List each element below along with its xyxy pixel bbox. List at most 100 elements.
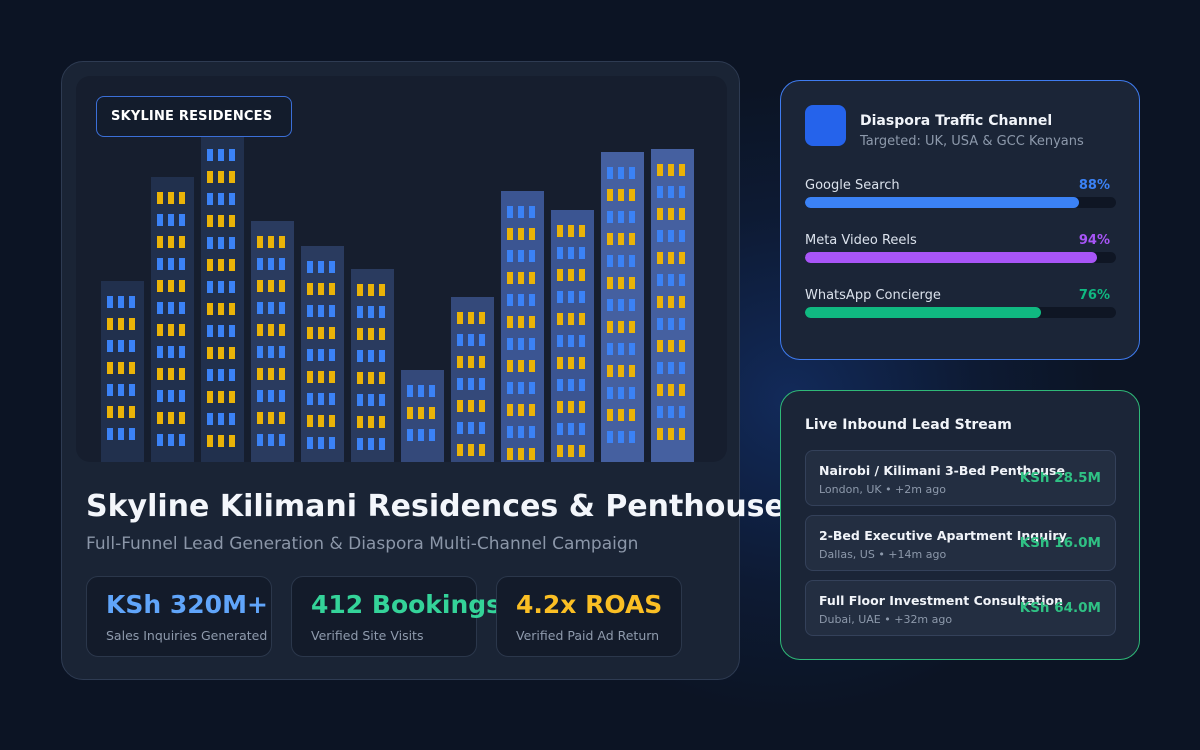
building-window <box>218 259 224 271</box>
building-window <box>529 404 535 416</box>
building-window <box>518 294 524 306</box>
building-window <box>407 407 413 419</box>
channel-percent: 76% <box>1078 288 1110 303</box>
building-window <box>579 269 585 281</box>
building-window <box>118 362 124 374</box>
building-window <box>307 415 313 427</box>
building-window <box>168 302 174 314</box>
building-window <box>629 255 635 267</box>
building-window <box>668 208 674 220</box>
progress-track <box>805 197 1116 208</box>
building-window <box>157 236 163 248</box>
building-window <box>668 384 674 396</box>
building-window <box>268 258 274 270</box>
building-window <box>257 434 263 446</box>
building-window <box>268 236 274 248</box>
building-window <box>157 368 163 380</box>
building-window <box>329 349 335 361</box>
building-window <box>557 357 563 369</box>
stat-value: 4.2x ROAS <box>516 590 663 619</box>
building-window <box>618 431 624 443</box>
building-window <box>329 437 335 449</box>
building-window <box>179 412 185 424</box>
building-window <box>179 302 185 314</box>
building-window <box>557 379 563 391</box>
building-window <box>229 347 235 359</box>
building-window <box>579 291 585 303</box>
building-window <box>368 394 374 406</box>
building-window <box>557 335 563 347</box>
lead-item[interactable]: Nairobi / Kilimani 3-Bed Penthouse Londo… <box>805 450 1116 506</box>
building-window <box>229 215 235 227</box>
building-window <box>329 261 335 273</box>
building-window <box>229 193 235 205</box>
building-window <box>329 305 335 317</box>
building-window <box>629 387 635 399</box>
building-window <box>279 368 285 380</box>
building-window <box>229 237 235 249</box>
stat-caption: Sales Inquiries Generated <box>106 628 268 643</box>
building-window <box>379 416 385 428</box>
building-window <box>318 415 324 427</box>
building-window <box>557 445 563 457</box>
building-window <box>629 321 635 333</box>
building-window <box>157 258 163 270</box>
building-window <box>679 384 685 396</box>
building-window <box>579 225 585 237</box>
building-window <box>229 171 235 183</box>
building-window <box>257 346 263 358</box>
building-window <box>507 404 513 416</box>
building-window <box>107 318 113 330</box>
building-window <box>257 324 263 336</box>
building-window <box>618 211 624 223</box>
building-window <box>518 382 524 394</box>
building-window <box>379 306 385 318</box>
lead-name: 2-Bed Executive Apartment Inquiry <box>819 528 1067 543</box>
building-window <box>579 401 585 413</box>
traffic-subtitle: Targeted: UK, USA & GCC Kenyans <box>860 134 1084 149</box>
building-window <box>368 284 374 296</box>
building-window <box>507 206 513 218</box>
property-card: SKYLINE RESIDENCES Skyline Kilimani Resi… <box>61 61 803 680</box>
building-window <box>379 372 385 384</box>
building-window <box>107 428 113 440</box>
building-window <box>618 167 624 179</box>
building-window <box>529 448 535 460</box>
building-window <box>129 384 135 396</box>
building-window <box>368 328 374 340</box>
page-title: Skyline Kilimani Residences & Penthouses <box>86 489 803 524</box>
building-window <box>607 233 613 245</box>
building-window <box>257 236 263 248</box>
building-window <box>118 318 124 330</box>
building-window <box>207 435 213 447</box>
building-window <box>157 324 163 336</box>
building-window <box>457 400 463 412</box>
building-window <box>457 422 463 434</box>
building-window <box>307 349 313 361</box>
building-window <box>518 426 524 438</box>
lead-item[interactable]: Full Floor Investment Consultation Dubai… <box>805 580 1116 636</box>
building-window <box>279 302 285 314</box>
building-window <box>479 312 485 324</box>
building-window <box>157 390 163 402</box>
lead-item[interactable]: 2-Bed Executive Apartment Inquiry Dallas… <box>805 515 1116 571</box>
building-window <box>157 412 163 424</box>
building-window <box>168 324 174 336</box>
building-window <box>229 325 235 337</box>
building-window <box>168 214 174 226</box>
building-window <box>179 214 185 226</box>
building-window <box>657 362 663 374</box>
building-window <box>207 237 213 249</box>
building-window <box>518 228 524 240</box>
building-window <box>357 328 363 340</box>
building-window <box>279 412 285 424</box>
building-window <box>629 365 635 377</box>
building-window <box>368 438 374 450</box>
lead-name: Full Floor Investment Consultation <box>819 593 1064 608</box>
building-window <box>507 250 513 262</box>
building-window <box>118 406 124 418</box>
building-window <box>679 362 685 374</box>
building-window <box>357 372 363 384</box>
building-window <box>579 379 585 391</box>
traffic-channel-panel: Diaspora Traffic Channel Targeted: UK, U… <box>780 80 1140 360</box>
